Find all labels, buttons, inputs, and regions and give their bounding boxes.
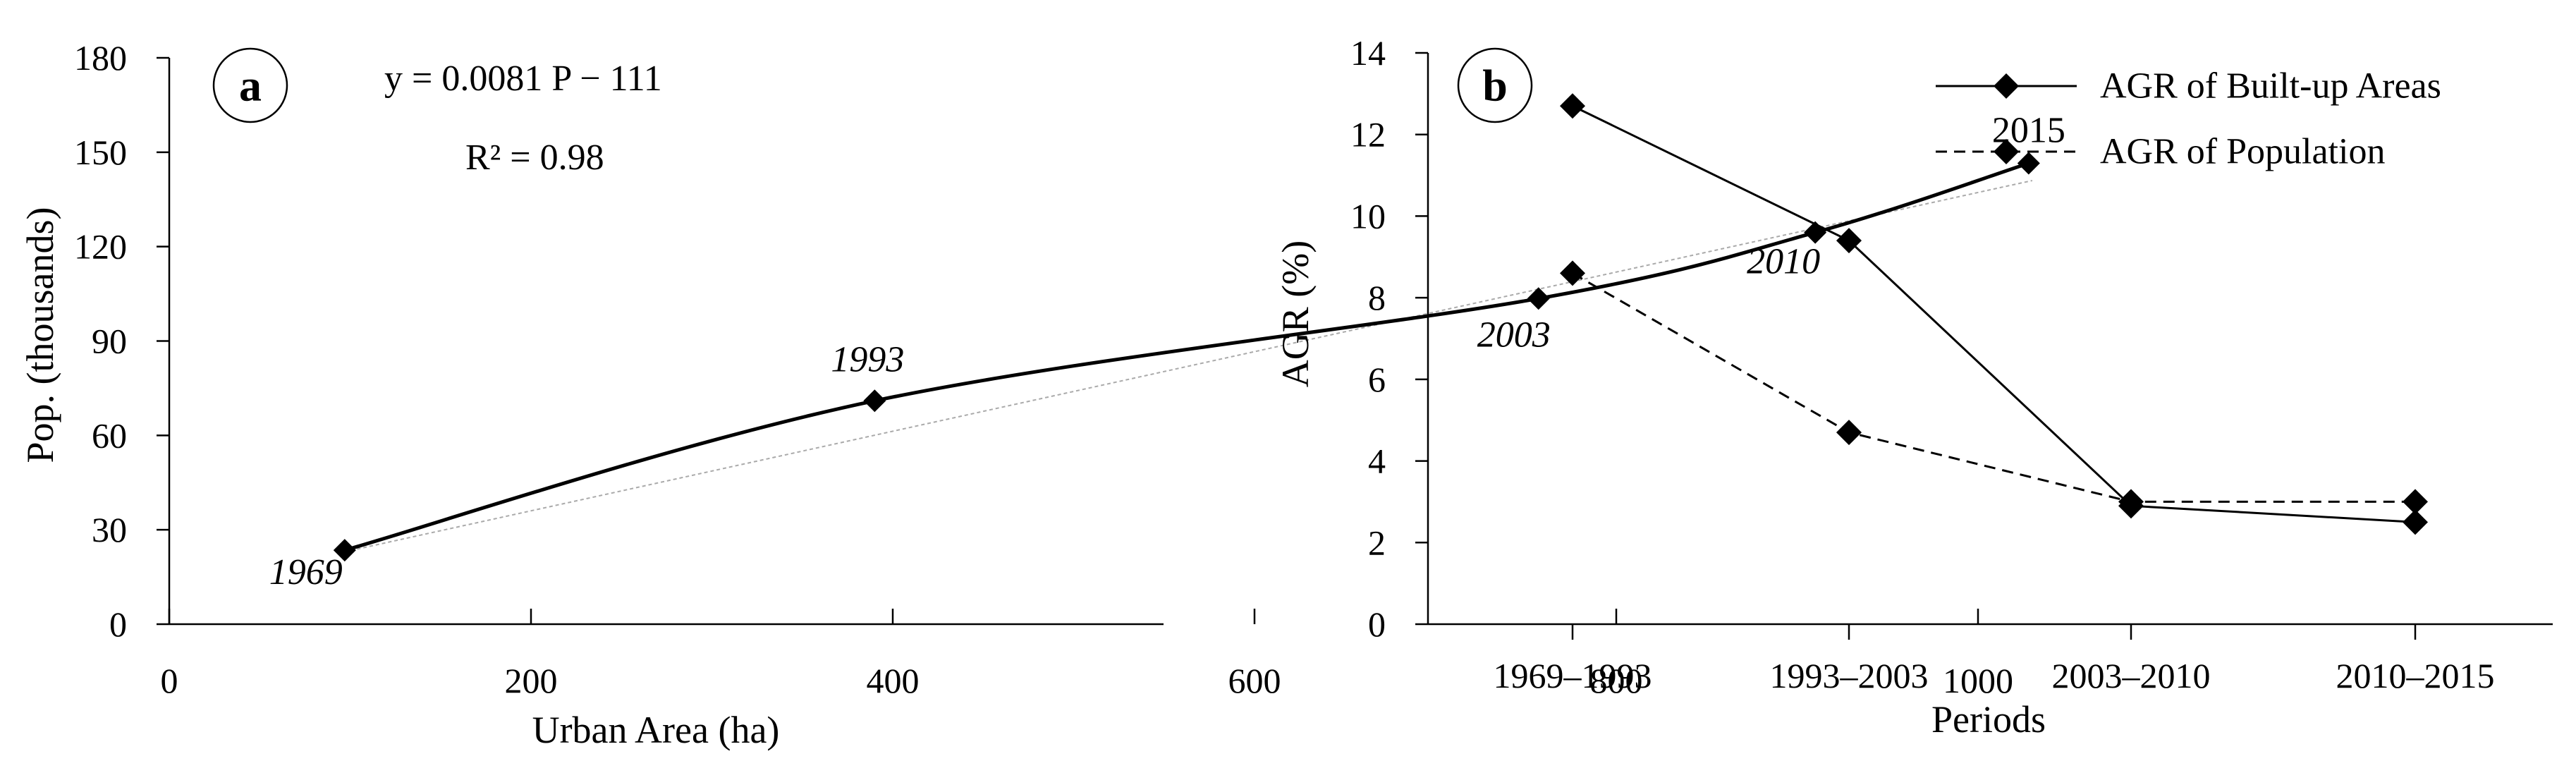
panel-a-y-tick-label: 30 [92, 510, 127, 549]
panel-a-point-label: 1993 [831, 339, 904, 379]
legend-swatch-marker [1994, 139, 2019, 164]
panel-a-badge-circle [212, 47, 288, 123]
panel-a-curve [344, 162, 2029, 552]
panel-a-y-tick-label: 0 [109, 604, 127, 644]
panel-b-badge: b [1457, 47, 1533, 123]
panel-b-point [1560, 260, 1585, 286]
panel-a-point-label: 1969 [269, 552, 343, 592]
panel-b-point [2403, 489, 2428, 515]
panel-b-y-tick-label: 2 [1368, 523, 1386, 562]
panel-b-y-tick-label: 0 [1368, 604, 1386, 644]
panel-b-series [1560, 93, 2428, 535]
panel-b-point [1836, 420, 1862, 446]
panel-a-point [1527, 287, 1550, 310]
panel-a-x-tick-label: 1000 [1943, 661, 2013, 700]
panel-b-y-tick-label: 8 [1368, 278, 1386, 317]
panel-a-r-squared: R² = 0.98 [465, 138, 604, 178]
panel-b-point [2403, 509, 2428, 535]
panel-a-points [333, 152, 2040, 562]
panel-a-x-tick-label: 200 [505, 661, 558, 700]
panel-a-point [333, 539, 356, 562]
panel-a-y-tick-label: 150 [74, 133, 127, 172]
panel-a-badge: a [212, 47, 288, 123]
panel-a-y-tick-label: 120 [74, 227, 127, 267]
panel-a-equation: y = 0.0081 P − 111 [384, 59, 662, 99]
panel-b-y-axis-title: AGR (%) [1274, 241, 1317, 387]
panel-b-x-tick-label: 2003–2010 [2052, 656, 2211, 695]
panel-b-point [1836, 228, 1862, 254]
panel-a-trendline [344, 180, 2033, 553]
panel-b-letter: b [1482, 61, 1508, 111]
panel-b-y-tick-label: 12 [1350, 115, 1386, 154]
panel-a-trendline-group [344, 180, 2033, 553]
panel-a-point [2017, 152, 2040, 175]
panel-b-y-tick-label: 14 [1350, 33, 1386, 73]
panel-b-x-tick-label: 2010–2015 [2336, 656, 2495, 695]
legend-label: AGR of Population [2100, 132, 2385, 172]
panel-b-axes: 0 2 4 6 8 10 12 14 1969–1993 1993–2003 2003–2010 20… [1350, 33, 2553, 695]
panel-a-y-tick-label: 60 [92, 415, 127, 455]
panel-b-y-tick-label: 10 [1350, 196, 1386, 236]
legend-label: AGR of Built-up Areas [2100, 66, 2441, 106]
panel-b-series-line [1572, 272, 2415, 503]
panel-a-x-tick-label: 600 [1228, 661, 1281, 700]
panel-b-x-tick-label: 1969–1993 [1494, 656, 1652, 695]
panel-a-letter: a [239, 61, 262, 111]
panel-a-point [863, 389, 886, 413]
panel-a-x-axis-title: Urban Area (ha) [532, 709, 780, 751]
panel-a-point-label: 2010 [1747, 242, 1820, 282]
panel-a-y-tick-label: 180 [74, 38, 127, 78]
panel-b-series-line [1572, 104, 2416, 523]
panel-a-x-tick-label: 800 [1590, 661, 1643, 700]
panel-b-y-tick-label: 6 [1368, 360, 1386, 399]
legend-swatch-marker [1994, 73, 2019, 99]
panel-b-badge-circle [1457, 47, 1533, 123]
panel-a-y-tick-label: 90 [92, 322, 127, 361]
chart-panel-b: 0 2 4 6 8 10 12 14 1969–1993 1993–2003 2003–2010 20… [1274, 33, 2553, 741]
panel-b-x-axis-title: Periods [1931, 698, 2046, 741]
panel-a-curve-group [344, 162, 2029, 552]
panel-b-legend: AGR of Built-up Areas AGR of Population [1936, 66, 2441, 172]
panel-b-point [2118, 489, 2144, 515]
panel-b-point [1560, 93, 1585, 119]
panel-a-point-label: 2003 [1477, 315, 1551, 355]
panel-a-x-tick-label: 400 [867, 661, 920, 700]
panel-b-y-tick-label: 4 [1368, 442, 1386, 481]
panel-a-y-axis-title: Pop. (thousands) [19, 207, 61, 463]
panel-b-x-tick-label: 1993–2003 [1770, 656, 1929, 695]
panel-a-x-tick-label: 0 [161, 661, 178, 700]
